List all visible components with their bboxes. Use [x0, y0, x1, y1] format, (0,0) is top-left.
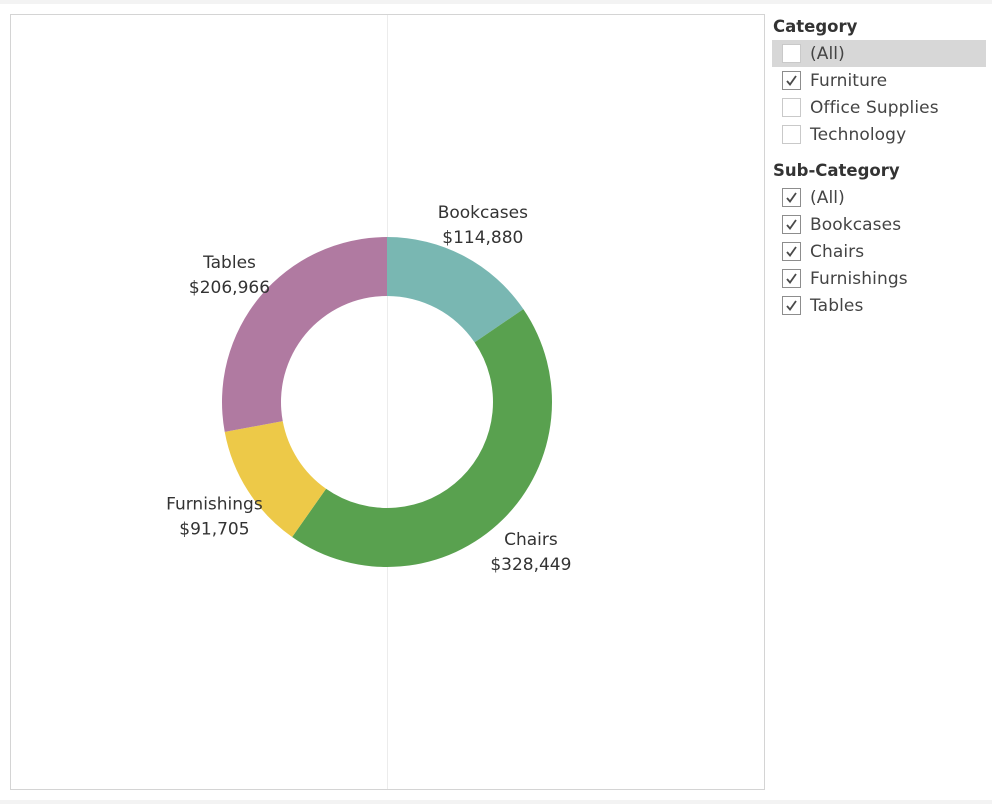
- slice-label-chairs: Chairs: [504, 530, 558, 550]
- sub-category-filter-list: (All) Bookcases Chairs Furnishings Tables: [772, 184, 988, 319]
- category-item-technology[interactable]: Technology: [772, 121, 988, 148]
- donut-slice-tables[interactable]: [222, 237, 387, 432]
- sub-category-item-chairs[interactable]: Chairs: [772, 238, 988, 265]
- sub-category-item-all[interactable]: (All): [772, 184, 988, 211]
- sub-category-filter-title: Sub-Category: [773, 161, 900, 180]
- checkbox-checked-icon[interactable]: [782, 242, 801, 261]
- sub-category-item-label: Chairs: [810, 241, 865, 262]
- sub-category-item-bookcases[interactable]: Bookcases: [772, 211, 988, 238]
- slice-value-chairs: $328,449: [490, 555, 571, 575]
- category-item-label: (All): [810, 43, 845, 64]
- checkbox-checked-icon[interactable]: [782, 188, 801, 207]
- sub-category-item-label: Furnishings: [810, 268, 908, 289]
- sub-category-filter: Sub-Category (All) Bookcases Chairs Furnish…: [772, 158, 988, 319]
- category-filter-title: Category: [773, 17, 858, 36]
- donut-slice-bookcases[interactable]: [387, 237, 524, 343]
- slice-label-bookcases: Bookcases: [438, 203, 528, 223]
- checkbox-checked-icon[interactable]: [782, 269, 801, 288]
- checkbox-checked-icon[interactable]: [782, 296, 801, 315]
- slice-label-furnishings: Furnishings: [166, 495, 263, 515]
- slice-label-tables: Tables: [202, 253, 256, 273]
- category-item-label: Office Supplies: [810, 97, 939, 118]
- center-reference-line: [387, 15, 388, 789]
- checkbox-unchecked-icon[interactable]: [782, 44, 801, 63]
- category-filter: Category (All) Furniture Office Supplies Te…: [772, 14, 988, 148]
- category-item-furniture[interactable]: Furniture: [772, 67, 988, 94]
- category-item-label: Furniture: [810, 70, 888, 91]
- slice-value-bookcases: $114,880: [442, 228, 523, 248]
- category-filter-list: (All) Furniture Office Supplies Technology: [772, 40, 988, 148]
- sub-category-item-label: Tables: [810, 295, 864, 316]
- donut-slice-chairs[interactable]: [292, 309, 552, 567]
- chart-pane: Bookcases $114,880 Chairs $328,449 Furnishin…: [10, 14, 765, 790]
- checkbox-unchecked-icon[interactable]: [782, 125, 801, 144]
- filters-panel: Category (All) Furniture Office Supplies Te…: [772, 14, 988, 329]
- checkbox-checked-icon[interactable]: [782, 215, 801, 234]
- category-item-office-supplies[interactable]: Office Supplies: [772, 94, 988, 121]
- bottom-border-strip: [0, 800, 992, 804]
- sub-category-item-label: (All): [810, 187, 845, 208]
- sub-category-item-tables[interactable]: Tables: [772, 292, 988, 319]
- donut-chart: Bookcases $114,880 Chairs $328,449 Furnishin…: [166, 203, 571, 575]
- slice-value-furnishings: $91,705: [179, 520, 249, 540]
- category-item-label: Technology: [810, 124, 907, 145]
- category-item-all[interactable]: (All): [772, 40, 986, 67]
- slice-value-tables: $206,966: [189, 278, 270, 298]
- checkbox-checked-icon[interactable]: [782, 71, 801, 90]
- sub-category-item-label: Bookcases: [810, 214, 902, 235]
- checkbox-unchecked-icon[interactable]: [782, 98, 801, 117]
- sub-category-item-furnishings[interactable]: Furnishings: [772, 265, 988, 292]
- donut-slice-furnishings[interactable]: [224, 421, 327, 538]
- top-border-strip: [0, 0, 992, 4]
